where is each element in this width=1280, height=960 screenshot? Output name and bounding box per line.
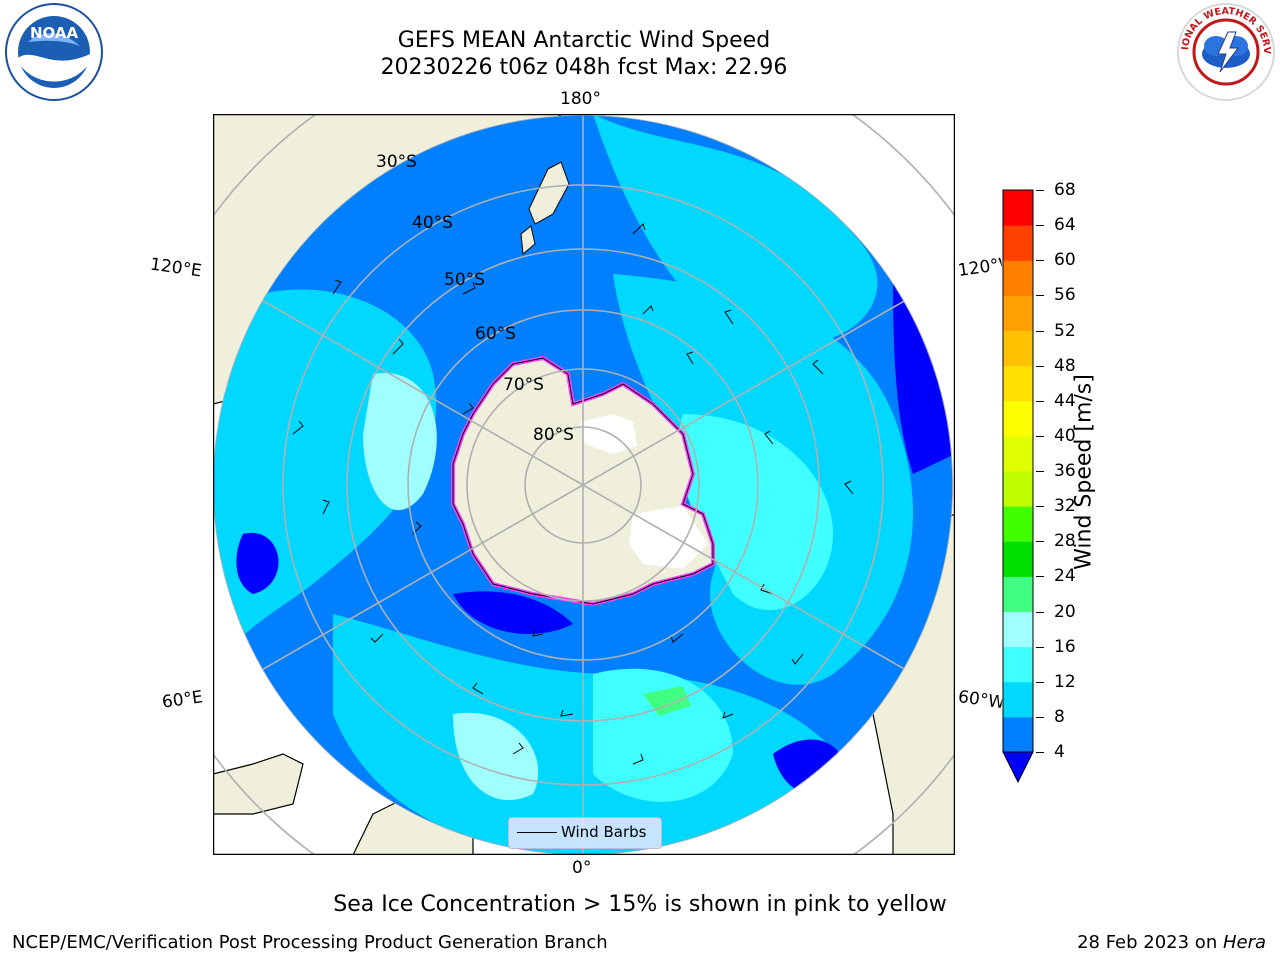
- sea-ice-caption: Sea Ice Concentration > 15% is shown in …: [333, 892, 947, 917]
- colorbar-tick-label: 4: [1054, 742, 1065, 762]
- colorbar-tick-label: 68: [1054, 180, 1076, 200]
- colorbar-segment: [1003, 611, 1033, 648]
- colorbar-tick-label: 8: [1054, 706, 1065, 727]
- colorbar-tick-mark: [1036, 295, 1044, 297]
- lon-label-bottom: 0°: [572, 858, 592, 878]
- colorbar-extend-arrow: [1002, 751, 1034, 784]
- colorbar-tick-label: 48: [1054, 355, 1076, 376]
- colorbar-tick-label: 24: [1054, 566, 1076, 587]
- svg-text:NOAA: NOAA: [30, 24, 79, 42]
- colorbar-segment: [1003, 260, 1033, 296]
- colorbar-segment: [1003, 541, 1033, 577]
- colorbar-tick-mark: [1036, 541, 1044, 543]
- colorbar-segment: [1003, 190, 1033, 226]
- colorbar-segment: [1003, 716, 1033, 753]
- lat-label-40s: 40°S: [412, 213, 453, 233]
- colorbar-tick-label: 52: [1054, 320, 1076, 341]
- colorbar-segment: [1003, 471, 1033, 507]
- graticule: [213, 115, 953, 855]
- colorbar-segment: [1003, 295, 1033, 331]
- polar-map: [212, 27, 956, 943]
- colorbar-tick-mark: [1036, 225, 1044, 227]
- nws-logo-icon: NATIONAL WEATHER SERVICE: [1172, 0, 1275, 101]
- lat-label-50s: 50°S: [444, 270, 485, 290]
- colorbar-tick-mark: [1036, 576, 1044, 578]
- colorbar-tick-label: 16: [1054, 636, 1076, 657]
- lon-label-left-upper: 120°E: [148, 254, 203, 282]
- machine-name: Hera: [1222, 932, 1266, 953]
- title-line-2: 20230226 t06z 048h fcst Max: 22.96: [380, 55, 788, 80]
- colorbar-tick-label: 64: [1054, 215, 1076, 236]
- colorbar-tick-mark: [1036, 681, 1044, 683]
- colorbar-svg: [1002, 189, 1034, 784]
- wind-field: [213, 115, 953, 855]
- colorbar-segment: [1003, 646, 1033, 683]
- colorbar-tick-label: 20: [1054, 601, 1076, 622]
- lat-label-30s: 30°S: [376, 152, 417, 172]
- lat-label-70s: 70°S: [503, 375, 544, 395]
- credit-text: NCEP/EMC/Verification Post Processing Pr…: [12, 932, 608, 953]
- colorbar-tick-label: 12: [1054, 671, 1076, 692]
- colorbar-segment: [1003, 681, 1033, 718]
- colorbar-tick-mark: [1036, 435, 1044, 437]
- colorbar-tick-label: 56: [1054, 285, 1076, 306]
- colorbar-tick-label: 44: [1054, 390, 1076, 411]
- colorbar-tick-mark: [1036, 260, 1044, 262]
- title-line-1: GEFS MEAN Antarctic Wind Speed: [397, 28, 771, 53]
- lat-label-60s: 60°S: [475, 324, 516, 344]
- colorbar-tick-mark: [1036, 716, 1044, 718]
- colorbar-tick-mark: [1036, 365, 1044, 367]
- colorbar-tick-label: 60: [1054, 250, 1076, 271]
- colorbar-tick-label: 28: [1054, 531, 1076, 552]
- legend-line-icon: [517, 832, 557, 833]
- wind-barbs: [292, 223, 854, 765]
- colorbar-tick-mark: [1036, 506, 1044, 508]
- colorbar-segment: [1003, 400, 1033, 437]
- colorbar-tick-label: 32: [1054, 496, 1076, 517]
- lat-label-80s: 80°S: [533, 425, 574, 445]
- colorbar-tick-mark: [1036, 611, 1044, 613]
- colorbar-tick-mark: [1036, 646, 1044, 648]
- date-text: 28 Feb 2023 on Hera: [1077, 932, 1266, 953]
- colorbar-segment: [1003, 435, 1033, 472]
- lon-label-right-upper: 120°W: [956, 255, 1004, 281]
- colorbar-segment: [1003, 506, 1033, 542]
- colorbar-tick-mark: [1036, 471, 1044, 472]
- wind-barb-legend: Wind Barbs: [508, 817, 662, 849]
- colorbar-label: Wind Speed [m/s]: [1071, 374, 1097, 570]
- colorbar-segment: [1003, 365, 1033, 402]
- lon-label-right-lower: 60°W: [956, 687, 1004, 713]
- nws-logo: NATIONAL WEATHER SERVICE: [1172, 0, 1276, 102]
- colorbar-segment: [1003, 330, 1033, 367]
- colorbar-tick-mark: [1036, 190, 1044, 191]
- lon-label-left-lower: 60°E: [160, 687, 205, 713]
- colorbar-tick-mark: [1036, 330, 1044, 332]
- colorbar-outline: [1002, 189, 1034, 753]
- date-prefix: 28 Feb 2023 on: [1077, 932, 1223, 953]
- colorbar-tick-mark: [1036, 752, 1044, 753]
- colorbar-tick-mark: [1036, 400, 1044, 402]
- colorbar-segment: [1003, 576, 1033, 612]
- colorbar-segment: [1003, 225, 1033, 261]
- noaa-logo: NOAA: [4, 2, 104, 102]
- legend-label: Wind Barbs: [561, 823, 647, 841]
- colorbar-tick-label: 36: [1054, 461, 1076, 481]
- noaa-logo-icon: NOAA: [5, 3, 103, 101]
- lon-label-top: 180°: [560, 89, 601, 109]
- colorbar: [1000, 186, 1036, 786]
- colorbar-tick-label: 40: [1054, 425, 1076, 446]
- polar-map-svg: [212, 27, 956, 943]
